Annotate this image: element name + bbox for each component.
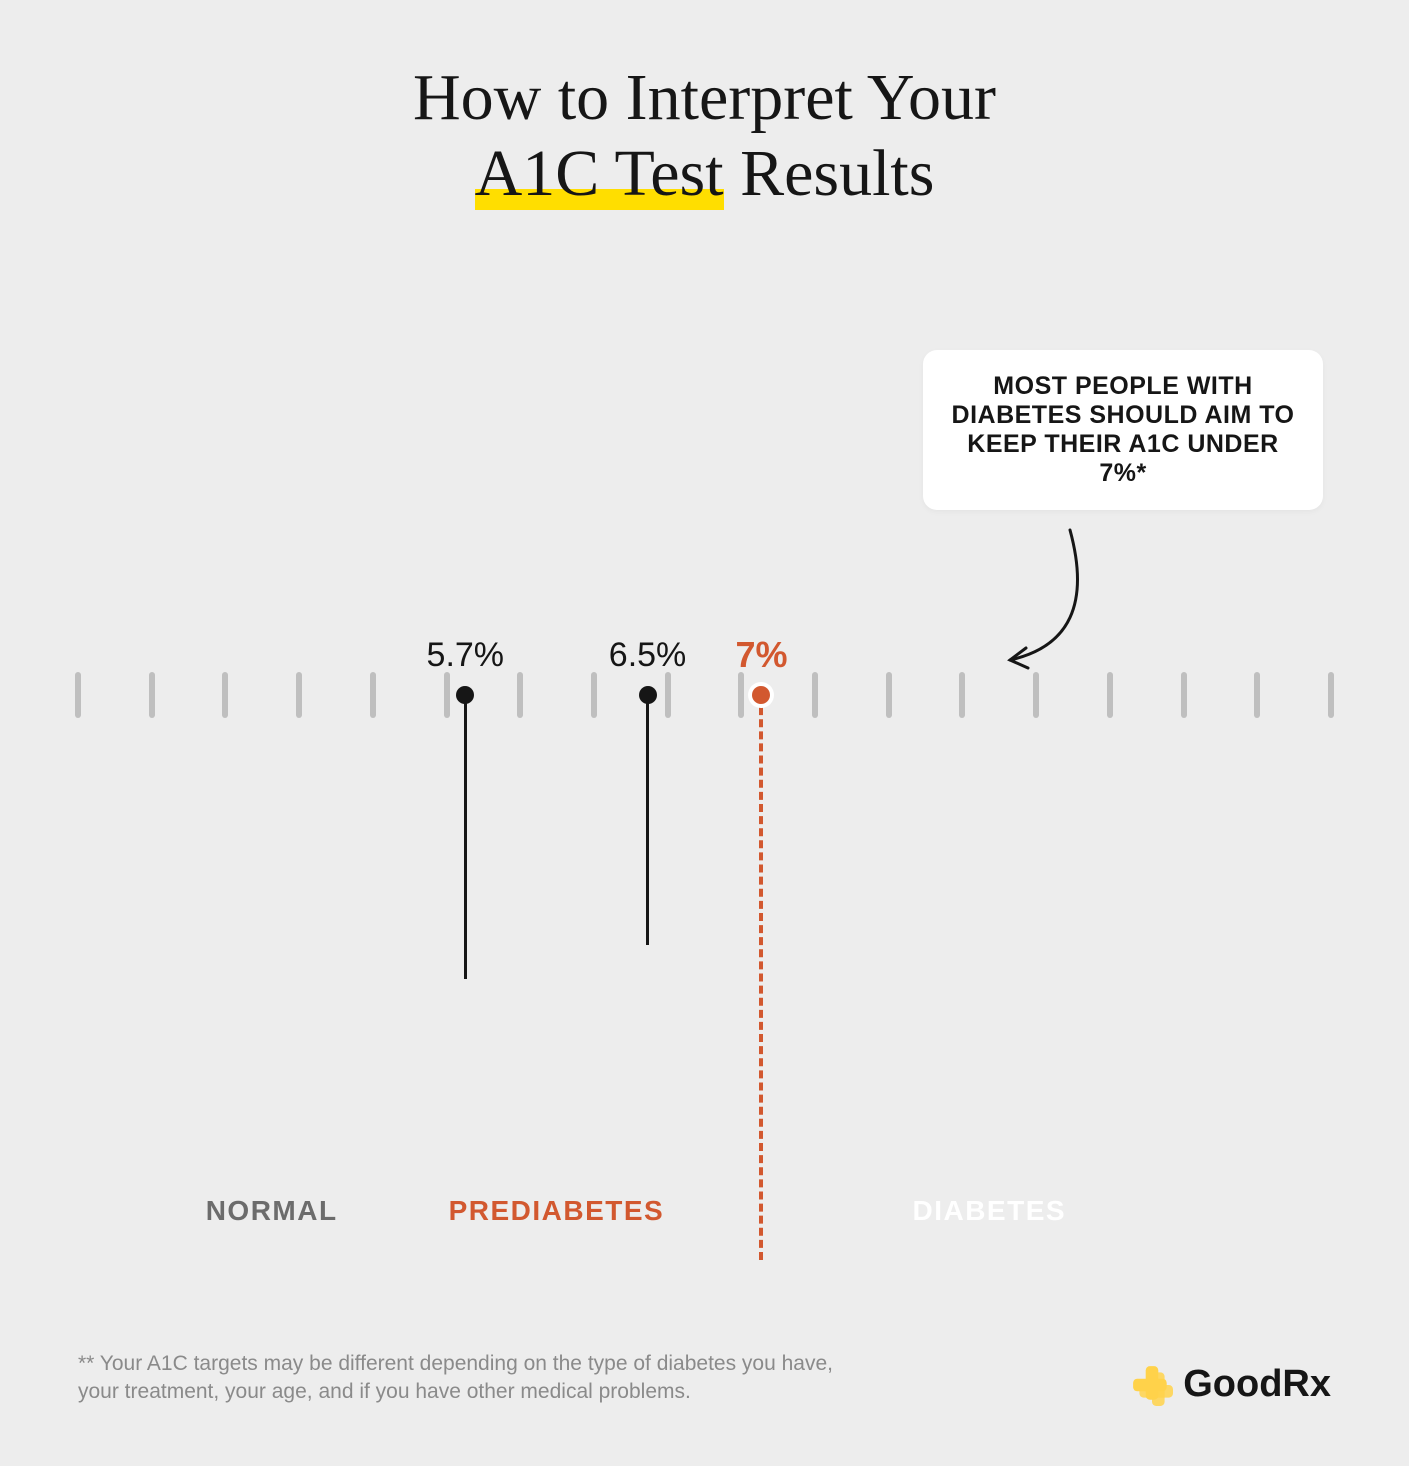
axis-tick <box>1181 672 1187 718</box>
infographic-canvas: How to Interpret Your A1C Test Results M… <box>0 0 1409 1466</box>
marker-dot <box>639 686 657 704</box>
marker-line <box>464 695 467 979</box>
brand-name: GoodRx <box>1183 1363 1331 1406</box>
zone-label-normal: NORMAL <box>206 1195 338 1227</box>
axis-tick <box>75 672 81 718</box>
marker-dot <box>456 686 474 704</box>
footnote-line-2: your treatment, your age, and if you hav… <box>78 1378 833 1406</box>
axis-tick <box>886 672 892 718</box>
axis-tick <box>1033 672 1039 718</box>
axis-tick <box>1328 672 1334 718</box>
footnote: ** Your A1C targets may be different dep… <box>78 1350 833 1407</box>
zone-label-diabetes: DIABETES <box>912 1195 1066 1227</box>
axis-tick <box>665 672 671 718</box>
axis-tick <box>222 672 228 718</box>
title-highlight-text: A1C Test <box>475 137 724 210</box>
axis-tick <box>149 672 155 718</box>
axis-tick <box>1107 672 1113 718</box>
axis-tick <box>444 672 450 718</box>
marker-label: 5.7% <box>427 636 505 675</box>
marker-label: 6.5% <box>609 636 687 675</box>
target-line <box>759 695 763 1260</box>
axis-tick <box>959 672 965 718</box>
target-dot <box>752 686 770 704</box>
marker-line <box>646 695 649 945</box>
brand: GoodRx <box>1131 1363 1331 1406</box>
axis-tick <box>738 672 744 718</box>
axis-tick <box>591 672 597 718</box>
axis-tick <box>1254 672 1260 718</box>
footnote-line-1: ** Your A1C targets may be different dep… <box>78 1350 833 1378</box>
title-highlight: A1C Test <box>475 136 724 212</box>
axis-tick <box>296 672 302 718</box>
target-label: 7% <box>735 634 787 676</box>
callout-arrow <box>0 0 1409 1466</box>
axis-tick <box>517 672 523 718</box>
axis-tick <box>370 672 376 718</box>
axis-tick <box>812 672 818 718</box>
zone-label-prediabetes: PREDIABETES <box>449 1195 665 1227</box>
brand-logo-icon <box>1131 1364 1173 1406</box>
